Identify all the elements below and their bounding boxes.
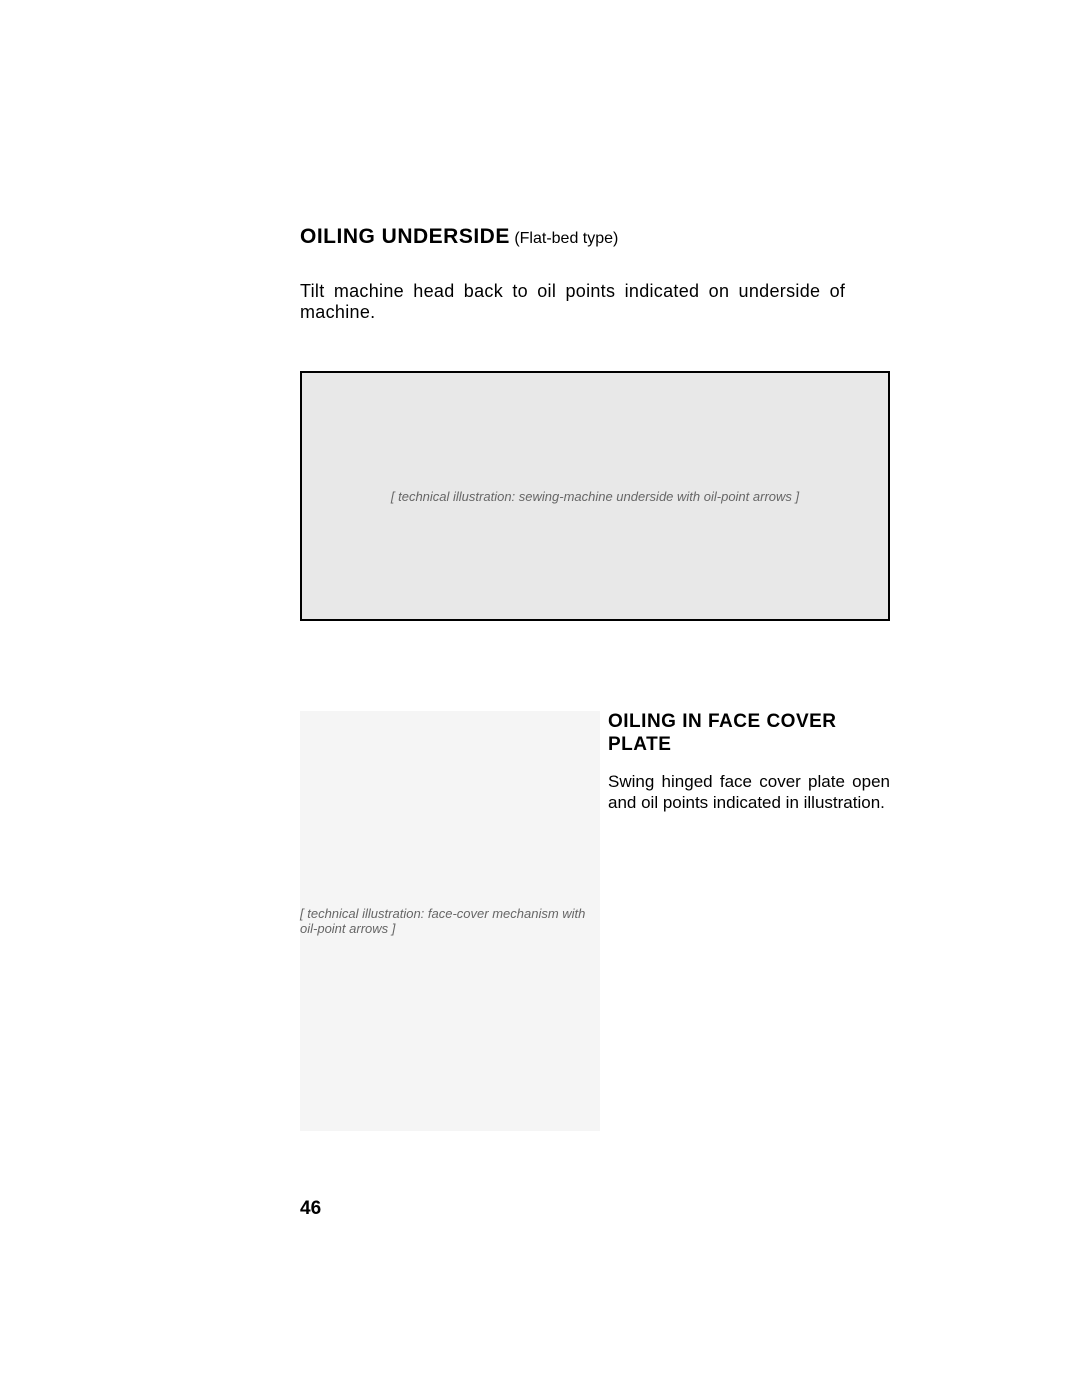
figure-face-cover-illustration: [ technical illustration: face-cover mec… (300, 711, 600, 1131)
section-face-cover-plate: OILING IN FACE COVER PLATE Swing hinged … (300, 711, 900, 1131)
body-oiling-underside: Tilt machine head back to oil points ind… (300, 281, 900, 323)
heading-sub-flatbed: (Flat-bed type) (514, 230, 618, 247)
figure-underside-illustration: [ technical illustration: sewing-machine… (300, 371, 890, 621)
section-oiling-underside: OILING UNDERSIDE (Flat-bed type) Tilt ma… (300, 225, 900, 621)
heading-oiling-underside: OILING UNDERSIDE (300, 225, 510, 248)
page-number: 46 (300, 1198, 321, 1220)
heading-face-cover-plate: OILING IN FACE COVER PLATE (608, 711, 890, 757)
body-face-cover-plate: Swing hinged face cover plate open and o… (608, 771, 890, 814)
